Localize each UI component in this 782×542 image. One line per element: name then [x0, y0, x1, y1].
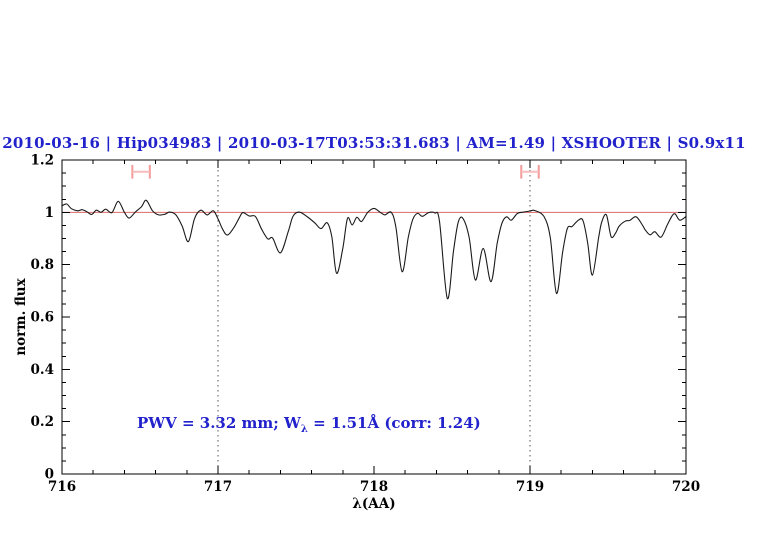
y-tick-label: 1.2: [31, 153, 55, 169]
annotation-lambda-subscript: λ: [300, 424, 308, 435]
x-tick-label: 719: [516, 479, 544, 495]
plot-title: 2010-03-16 | Hip034983 | 2010-03-17T03:5…: [2, 134, 746, 152]
x-tick-label: 720: [672, 479, 700, 495]
y-tick-label: 0.6: [31, 310, 55, 326]
y-tick-label: 0.8: [31, 257, 55, 273]
x-axis-label: λ(AA): [352, 496, 396, 512]
x-tick-label: 716: [48, 479, 76, 495]
y-tick-label: 0.2: [31, 414, 55, 430]
y-tick-label: 0: [45, 467, 54, 483]
spectrum-curve: [61, 199, 687, 299]
y-tick-label: 0.4: [31, 362, 55, 378]
x-tick-label: 717: [204, 479, 232, 495]
x-tick-label: 718: [360, 479, 388, 495]
y-tick-label: 1: [45, 205, 54, 221]
pwv-annotation: PWV = 3.32 mm; Wλ = 1.51Å (corr: 1.24): [137, 414, 481, 435]
annotation-post: = 1.51Å (corr: 1.24): [307, 414, 481, 432]
annotation-pre: PWV = 3.32 mm; W: [137, 414, 301, 432]
